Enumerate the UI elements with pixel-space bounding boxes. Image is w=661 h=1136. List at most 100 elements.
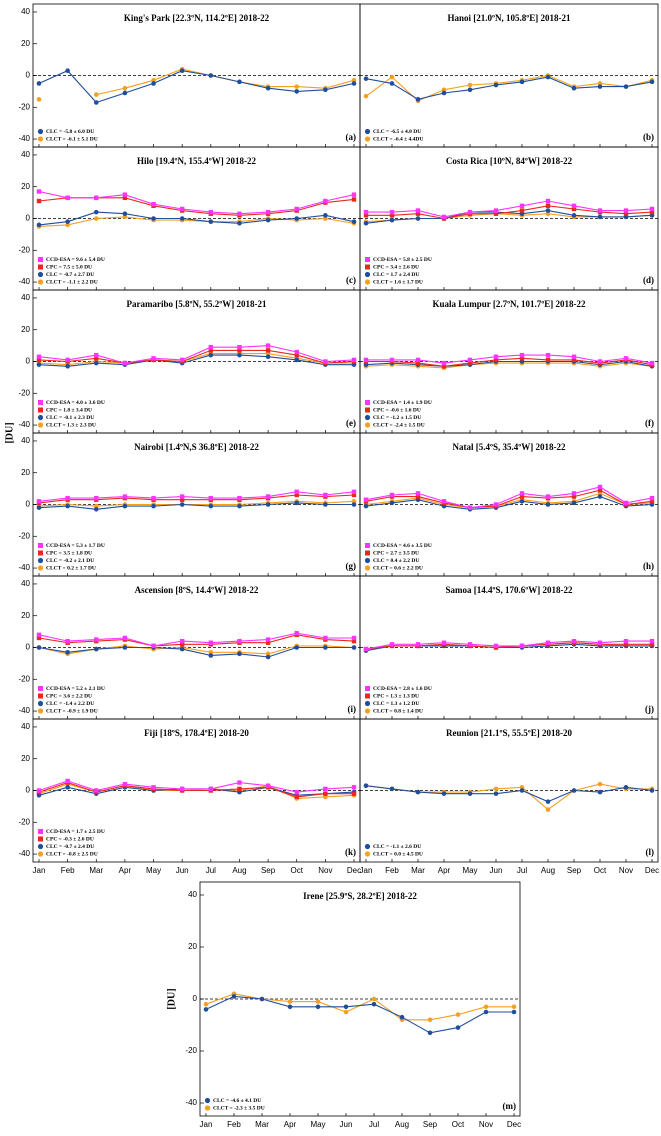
data-point: [571, 357, 577, 363]
legend-swatch: [38, 686, 43, 691]
data-point: [151, 216, 156, 221]
data-point: [36, 198, 42, 204]
legend-label: CCD-ESA = 5.3 ± 1.7 DU: [46, 543, 105, 549]
series-line: [365, 213, 653, 223]
legend-label: CLCT = -6.4 ± 4.4DU: [373, 136, 423, 142]
data-point: [179, 206, 185, 212]
y-tick-label: -40: [185, 1098, 197, 1107]
data-point: [237, 348, 242, 353]
data-point: [179, 68, 185, 74]
data-point: [483, 1004, 489, 1010]
data-point: [545, 357, 551, 363]
data-point: [545, 640, 551, 645]
data-point: [351, 357, 357, 363]
data-point: [351, 492, 357, 498]
series-line: [365, 489, 653, 509]
data-point: [237, 495, 242, 501]
data-point: [265, 783, 271, 788]
data-point: [208, 786, 214, 792]
data-point: [94, 637, 99, 642]
data-point: [237, 345, 242, 350]
series-line: [205, 995, 514, 1034]
legend-swatch: [364, 271, 371, 278]
data-point: [441, 214, 447, 220]
data-point: [93, 216, 99, 221]
x-tick-label: Aug: [541, 866, 555, 875]
panel-title: Samoa [14.4ºS, 170.6ºW] 2018-22: [446, 585, 573, 595]
legend-swatch: [37, 557, 44, 564]
data-point: [94, 195, 99, 201]
x-tick-label: Dec: [507, 1120, 521, 1129]
x-tick-label: Sep: [423, 1120, 438, 1129]
data-point: [441, 364, 447, 369]
legend-swatch: [37, 700, 44, 707]
data-point: [597, 214, 603, 220]
data-point: [151, 503, 156, 509]
y-tick-label: -20: [18, 674, 30, 683]
data-point: [294, 489, 299, 494]
data-point: [294, 631, 299, 636]
data-point: [363, 503, 369, 509]
x-tick-label: Dec: [645, 866, 659, 875]
legend-swatch: [38, 400, 43, 405]
legend-swatch: [364, 557, 371, 564]
data-point: [315, 999, 321, 1004]
data-point: [265, 637, 271, 642]
data-point: [415, 216, 421, 221]
data-point: [467, 505, 473, 510]
data-point: [493, 357, 499, 363]
data-point: [237, 352, 242, 358]
data-point: [179, 638, 185, 644]
data-point: [389, 209, 395, 215]
legend-label: CPC = 2.7 ± 3.5 DU: [373, 550, 419, 556]
data-point: [122, 195, 128, 201]
data-point: [623, 84, 629, 89]
x-tick-label: Aug: [395, 1120, 409, 1129]
x-tick-label: Jul: [517, 866, 527, 875]
data-point: [363, 357, 369, 363]
data-point: [351, 192, 357, 197]
legend-swatch: [364, 414, 371, 421]
legend-label: CLC = -6.5 ± 4.0 DU: [373, 129, 421, 135]
data-point: [467, 209, 473, 215]
y-tick-label: -40: [18, 849, 30, 858]
data-point: [519, 208, 525, 213]
data-point: [351, 785, 357, 790]
x-tick-label: Oct: [452, 1120, 465, 1129]
x-tick-label: Oct: [291, 866, 304, 875]
panel-title: Kuala Lumpur [2.7ºN, 101.7ºE] 2018-22: [432, 299, 586, 309]
x-tick-label: Apr: [119, 866, 132, 875]
data-point: [179, 357, 185, 363]
y-tick-label: 40: [21, 293, 30, 302]
panel-title: Ascension [8ºS, 14.4ºW] 2018-22: [135, 585, 259, 595]
x-tick-label: Apr: [438, 866, 451, 875]
data-point: [179, 642, 185, 647]
data-point: [351, 635, 357, 641]
legend-swatch: [365, 400, 370, 405]
data-point: [597, 640, 603, 645]
data-point: [389, 217, 395, 223]
data-point: [179, 494, 185, 499]
x-tick-label: Feb: [385, 866, 399, 875]
panel-label: (h): [643, 561, 654, 571]
y-tick-label: -20: [18, 817, 30, 826]
data-point: [493, 502, 499, 507]
data-point: [208, 345, 214, 350]
data-point: [151, 77, 156, 83]
data-point: [597, 359, 603, 364]
data-point: [122, 503, 128, 509]
data-point: [467, 87, 473, 93]
data-point: [545, 352, 551, 358]
legend-label: CLCT = 0.0 ± 4.5 DU: [373, 851, 423, 857]
data-point: [208, 352, 214, 358]
panel-title: Irene [25.9ºS, 28.2ºE] 2018-22: [303, 891, 417, 901]
data-point: [649, 79, 655, 85]
data-point: [237, 79, 242, 85]
x-tick-label: Jun: [340, 1120, 353, 1129]
data-point: [36, 357, 42, 363]
legend-label: CLC = 1.3 ± 1.2 DU: [373, 701, 419, 707]
legend-swatch: [364, 700, 371, 707]
series-line: [365, 486, 653, 509]
y-tick-label: -40: [18, 563, 30, 572]
